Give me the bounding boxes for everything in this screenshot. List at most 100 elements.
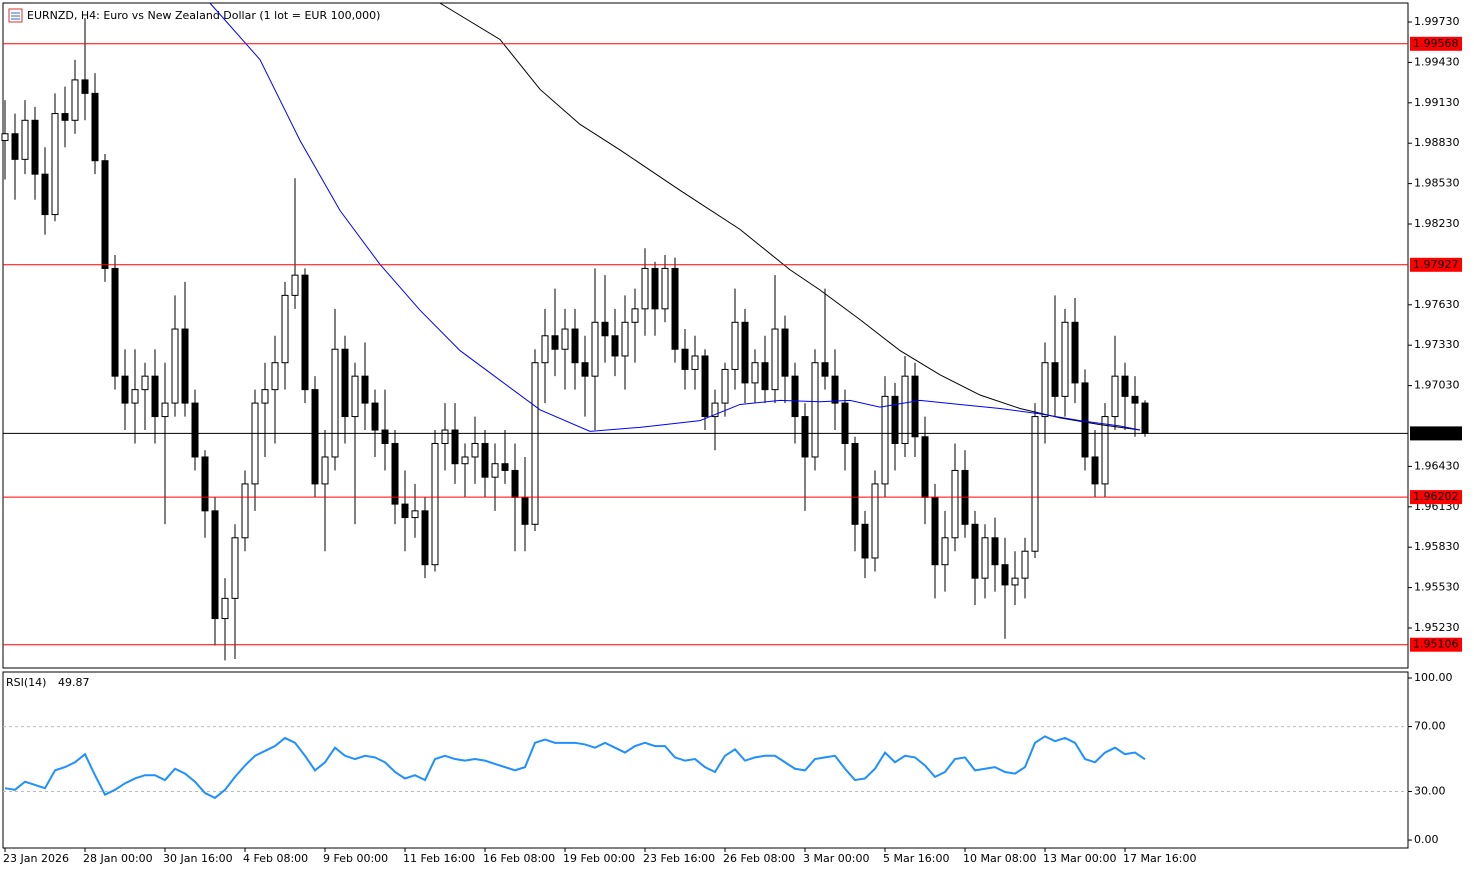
candle-body [221,597,229,620]
candle-body [21,119,29,160]
candle-body [631,308,639,323]
moving-average [209,2,1141,432]
candle-body [841,402,849,445]
candle-body [261,389,269,404]
candle-body [581,362,589,377]
y-tick-label: 70.00 [1414,720,1446,733]
candle-body [1131,395,1139,404]
candle-body [921,436,929,498]
candle-body [621,321,629,357]
y-tick-label: 1.99730 [1414,15,1460,28]
level-label: 1.95106 [1413,638,1459,651]
candle-body [821,362,829,377]
candle-body [321,456,329,485]
candle-body [1001,564,1009,586]
candle-body [201,456,209,512]
candle-body [491,463,499,478]
candle-body [651,267,659,310]
x-tick-label: 4 Feb 08:00 [243,852,308,865]
y-tick-label: 0.00 [1414,833,1439,846]
level-tag [1410,490,1462,505]
candle-body [1081,382,1089,458]
candle-body [241,483,249,539]
x-tick-label: 11 Feb 16:00 [403,852,475,865]
candle-body [151,375,159,418]
y-tick-label: 1.95830 [1414,540,1460,553]
candle-body [761,362,769,391]
y-tick-label: 1.98830 [1414,136,1460,149]
candle-body [181,328,189,404]
symbol-icon [8,8,23,23]
candle-body [361,375,369,404]
candle-body [1121,375,1129,397]
candle-body [791,375,799,418]
candle-body [671,267,679,350]
x-tick-label: 9 Feb 00:00 [323,852,388,865]
y-tick-label: 1.97330 [1414,338,1460,351]
candle-body [541,335,549,364]
candle-body [891,395,899,445]
y-tick-label: 30.00 [1414,784,1446,797]
candle-body [1,133,9,141]
candle-body [291,274,299,296]
x-tick-label: 28 Jan 00:00 [83,852,153,865]
candle-body [341,348,349,418]
rsi-label: RSI(14) [6,676,46,689]
candle-body [61,113,69,121]
level-tag [1410,257,1462,272]
x-tick-label: 3 Mar 00:00 [803,852,869,865]
x-tick-label: 23 Jan 2026 [3,852,69,865]
candle-body [441,429,449,445]
candle-body [701,355,709,418]
y-tick-label: 1.98230 [1414,217,1460,230]
candle-body [1071,321,1079,384]
candle-body [281,294,289,364]
candle-body [981,537,989,579]
candle-body [381,429,389,445]
candle-body [31,119,39,175]
rsi-value: 49.87 [58,676,90,689]
candle-body [81,79,89,94]
y-tick-label: 1.97630 [1414,298,1460,311]
candle-body [731,321,739,370]
candle-body [451,429,459,465]
candle-body [141,375,149,391]
y-tick-label: 1.95530 [1414,581,1460,594]
candle-body [501,463,509,471]
candle-body [421,510,429,566]
candle-body [71,79,79,121]
candle-body [571,328,579,364]
candle-body [771,328,779,391]
y-tick-label: 100.00 [1414,671,1453,684]
candle-body [691,355,699,370]
candle-body [211,510,219,620]
chart-title: EURNZD, H4: Euro vs New Zealand Dollar (… [27,9,380,22]
candle-body [811,362,819,458]
candle-body [611,335,619,357]
y-tick-label: 1.95230 [1414,621,1460,634]
price-panel [2,2,1409,669]
candle-body [1091,456,1099,485]
candle-body [401,503,409,519]
x-tick-label: 13 Mar 00:00 [1043,852,1116,865]
candle-body [231,537,239,599]
y-tick-label: 1.98530 [1414,177,1460,190]
level-tag [1410,637,1462,652]
rsi-panel [2,671,1409,849]
candle-body [91,92,99,162]
x-tick-label: 10 Mar 08:00 [963,852,1036,865]
candle-body [901,375,909,445]
candle-body [551,335,559,350]
candle-body [131,389,139,404]
y-tick-label: 1.99130 [1414,96,1460,109]
candle-body [941,537,949,566]
candle-body [461,456,469,465]
candle-body [721,368,729,404]
y-tick-label: 1.99430 [1414,55,1460,68]
candle-body [111,267,119,377]
candle-body [301,274,309,391]
candle-body [431,443,439,566]
candle-body [471,443,479,458]
candle-body [511,469,519,498]
